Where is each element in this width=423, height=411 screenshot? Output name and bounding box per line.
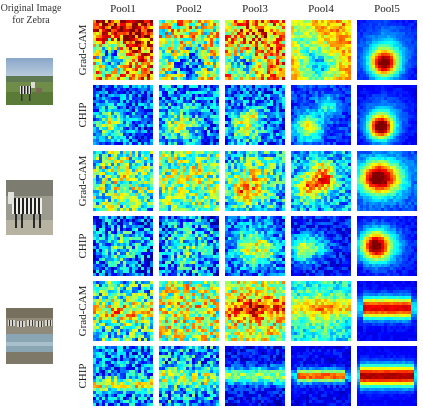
heatmap-gradcam-zebra-2-pool3 xyxy=(225,151,285,211)
heatmap-chip-zebra-3-pool5 xyxy=(357,346,417,406)
column-header-pool5: Pool5 xyxy=(374,3,400,15)
heatmap-gradcam-zebra-3-pool5 xyxy=(357,281,417,341)
column-header-pool4: Pool4 xyxy=(308,3,334,15)
heatmap-gradcam-zebra-2-pool2 xyxy=(159,151,219,211)
heatmap-gradcam-zebra-1-pool4 xyxy=(291,20,351,80)
heatmap-gradcam-zebra-1-pool1 xyxy=(93,20,153,80)
row-label-chip-3: CHIP xyxy=(77,363,89,389)
caption-line-1: Original Image xyxy=(0,3,62,14)
heatmap-chip-zebra-1-pool3 xyxy=(225,85,285,145)
heatmap-chip-zebra-1-pool1 xyxy=(93,85,153,145)
heatmap-gradcam-zebra-2-pool4 xyxy=(291,151,351,211)
original-zebra-image-2 xyxy=(6,180,53,235)
heatmap-gradcam-zebra-3-pool4 xyxy=(291,281,351,341)
row-label-gradcam-1: Grad-CAM xyxy=(77,24,89,76)
heatmap-gradcam-zebra-1-pool3 xyxy=(225,20,285,80)
column-header-pool2: Pool2 xyxy=(176,3,202,15)
heatmap-gradcam-zebra-3-pool2 xyxy=(159,281,219,341)
heatmap-gradcam-zebra-3-pool3 xyxy=(225,281,285,341)
column-header-pool3: Pool3 xyxy=(242,3,268,15)
heatmap-gradcam-zebra-3-pool1 xyxy=(93,281,153,341)
heatmap-chip-zebra-3-pool2 xyxy=(159,346,219,406)
heatmap-chip-zebra-3-pool3 xyxy=(225,346,285,406)
heatmap-chip-zebra-2-pool2 xyxy=(159,216,219,276)
heatmap-gradcam-zebra-1-pool2 xyxy=(159,20,219,80)
heatmap-chip-zebra-2-pool5 xyxy=(357,216,417,276)
heatmap-gradcam-zebra-2-pool5 xyxy=(357,151,417,211)
heatmap-chip-zebra-1-pool2 xyxy=(159,85,219,145)
heatmap-gradcam-zebra-2-pool1 xyxy=(93,151,153,211)
heatmap-chip-zebra-3-pool4 xyxy=(291,346,351,406)
heatmap-gradcam-zebra-1-pool5 xyxy=(357,20,417,80)
heatmap-chip-zebra-2-pool4 xyxy=(291,216,351,276)
row-label-gradcam-3: Grad-CAM xyxy=(77,285,89,337)
row-label-chip-1: CHIP xyxy=(77,102,89,128)
original-zebra-image-3 xyxy=(6,308,53,364)
heatmap-chip-zebra-3-pool1 xyxy=(93,346,153,406)
caption-line-2: for Zebra xyxy=(12,15,50,26)
heatmap-chip-zebra-1-pool4 xyxy=(291,85,351,145)
heatmap-chip-zebra-2-pool3 xyxy=(225,216,285,276)
heatmap-chip-zebra-1-pool5 xyxy=(357,85,417,145)
row-label-gradcam-2: Grad-CAM xyxy=(77,155,89,207)
column-header-pool1: Pool1 xyxy=(110,3,136,15)
original-zebra-image-1 xyxy=(6,58,53,105)
row-label-chip-2: CHIP xyxy=(77,233,89,259)
original-image-caption: Original Image for Zebra xyxy=(0,3,62,27)
heatmap-chip-zebra-2-pool1 xyxy=(93,216,153,276)
